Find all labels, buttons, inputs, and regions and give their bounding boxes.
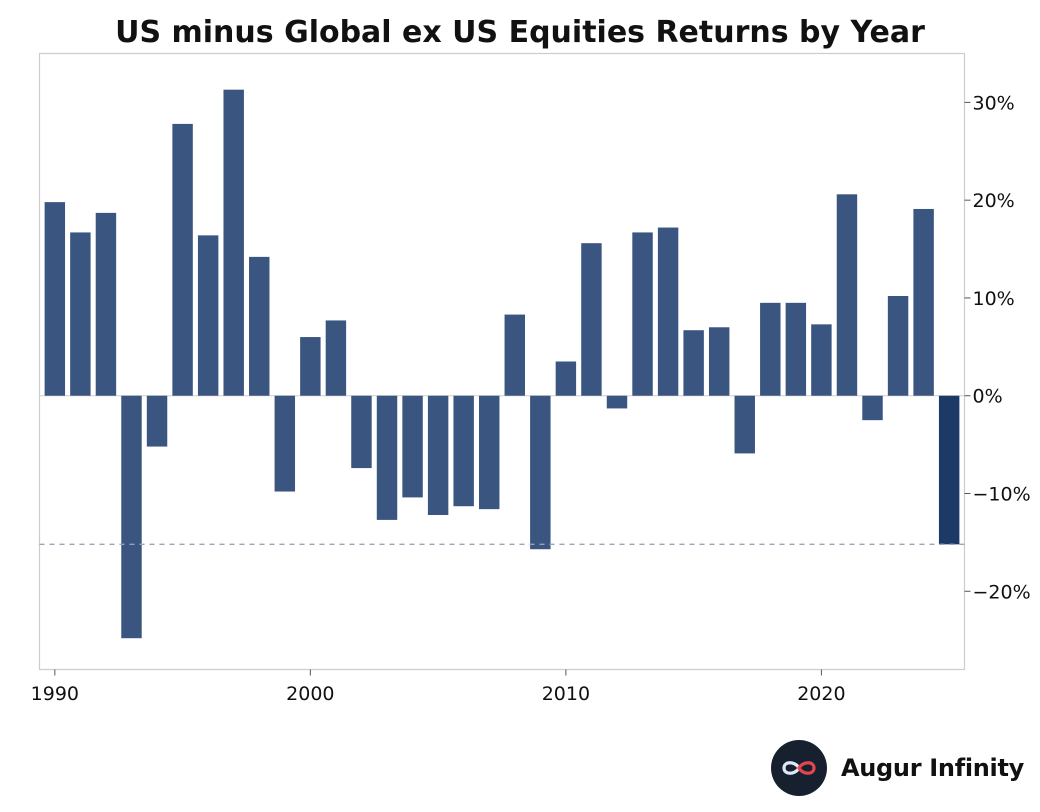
bar-2010: [555, 361, 577, 396]
bar-2021: [836, 194, 858, 396]
bar-2020: [811, 324, 832, 396]
bar-1994: [146, 395, 168, 447]
x-tick-label: 2000: [286, 683, 334, 705]
x-tick-label: 2020: [797, 683, 845, 705]
x-tick-label: 1990: [31, 683, 79, 705]
infinity-icon: [782, 761, 816, 775]
y-tick-label: 30%: [973, 92, 1015, 114]
bar-2002: [351, 395, 372, 469]
bar-1990: [44, 202, 66, 396]
plot-frame: [38, 52, 966, 671]
bar-2003: [376, 395, 398, 520]
bar-1999: [274, 395, 296, 492]
bar-2017: [734, 395, 755, 454]
bar-2008: [504, 314, 525, 396]
brand: Augur Infinity: [770, 738, 1024, 798]
bar-2016: [708, 327, 730, 396]
y-tick-label: −20%: [973, 581, 1031, 603]
y-tick-label: 20%: [973, 190, 1015, 212]
y-axis-ticks: 30% 20% 10% 0% −10% −20%: [964, 92, 1031, 603]
y-tick-label: 0%: [973, 386, 1003, 408]
bar-2019: [785, 302, 807, 396]
x-tick-label: 2010: [542, 683, 590, 705]
bar-1997: [223, 89, 244, 396]
bar-2006: [453, 395, 474, 507]
bar-1995: [172, 123, 193, 396]
bars: [44, 89, 960, 639]
bar-2012: [606, 395, 628, 409]
bar-2001: [325, 320, 347, 396]
chart-title: US minus Global ex US Equities Returns b…: [115, 15, 925, 50]
brand-name: Augur Infinity: [840, 754, 1024, 782]
bar-2015: [683, 330, 704, 396]
brand-logo: [770, 740, 827, 796]
bar-2022: [862, 395, 883, 421]
bar-2018: [760, 302, 781, 396]
bar-2013: [632, 232, 653, 396]
bar-1991: [70, 232, 91, 396]
bar-1998: [249, 256, 270, 396]
bar-1993: [121, 395, 142, 639]
bar-2009: [530, 395, 551, 550]
bar-2000: [300, 337, 321, 396]
bar-2004: [402, 395, 423, 498]
y-tick-label: −10%: [973, 484, 1031, 506]
y-tick-label: 10%: [973, 288, 1015, 310]
bar-2007: [479, 395, 500, 510]
bar-2014: [657, 227, 679, 396]
bar-2023: [887, 295, 909, 396]
bar-2011: [581, 243, 602, 396]
bar-1992: [95, 212, 117, 396]
bar-2024: [913, 208, 934, 396]
bar-1996: [197, 235, 219, 396]
x-axis-ticks: 1990 2000 2010 2020: [31, 669, 846, 705]
bar-2005: [427, 395, 449, 516]
bar-2025: [938, 395, 960, 545]
